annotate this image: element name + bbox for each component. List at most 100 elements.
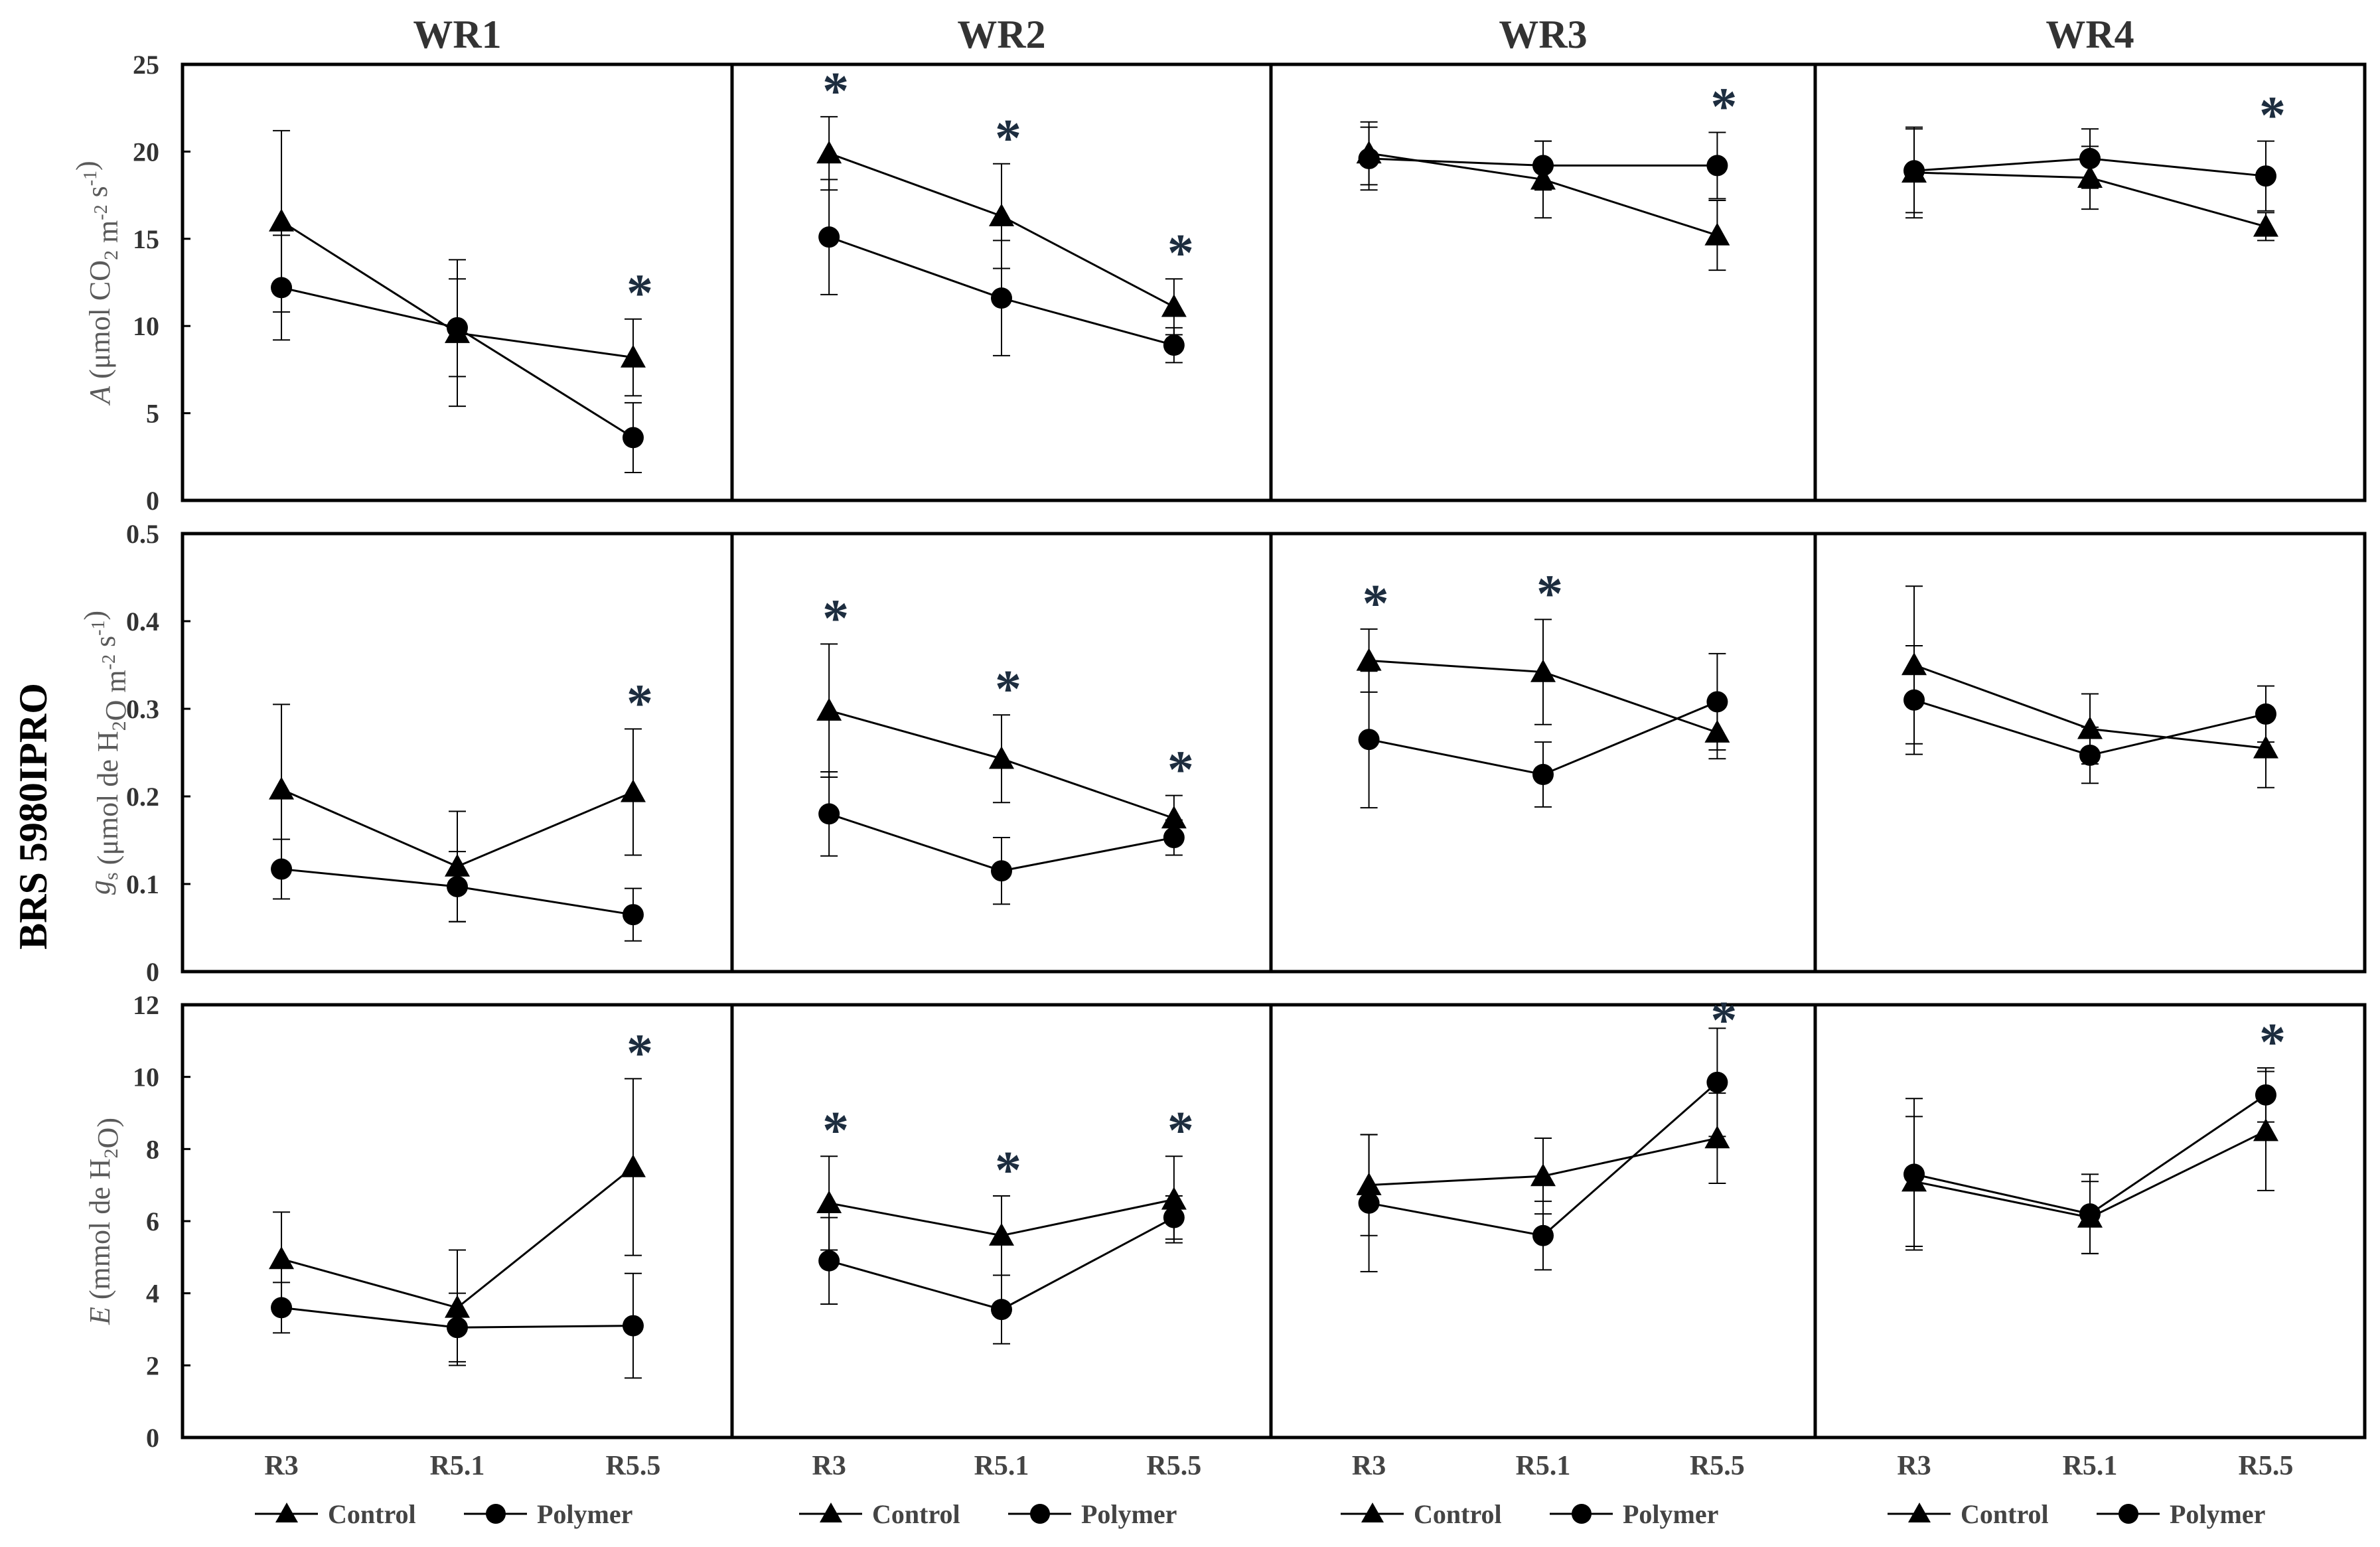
data-point-control [1530, 1163, 1556, 1187]
data-point-control [2253, 1118, 2278, 1142]
series-polymer [1903, 128, 2276, 214]
data-point-control [1161, 806, 1187, 829]
data-point-polymer [991, 287, 1012, 309]
legend: Control Polymer [1341, 1499, 1718, 1529]
data-point-polymer [2079, 1203, 2101, 1225]
y-label-part: (μmol CO [84, 260, 116, 386]
significance-asterisk: * [1167, 224, 1194, 283]
legend-marker-triangle-icon [1361, 1503, 1384, 1522]
y-label-part: s [100, 872, 122, 880]
significance-asterisk: * [822, 62, 849, 121]
y-tick-label: 12 [133, 990, 159, 1020]
legend-marker-circle-icon [486, 1504, 506, 1524]
y-label-part: s [89, 636, 121, 654]
y-tick-label: 6 [146, 1207, 159, 1236]
panel-frame [1813, 62, 2367, 502]
y-label-part: E [84, 1307, 116, 1325]
series-polymer [1358, 652, 1728, 809]
y-label-part: s [81, 186, 113, 204]
data-point-polymer [991, 860, 1012, 882]
data-point-polymer [447, 875, 468, 897]
series-polymer [1903, 644, 2276, 784]
data-point-polymer [1532, 764, 1554, 785]
x-tick-label: R3 [812, 1451, 846, 1481]
legend-label-polymer: Polymer [1081, 1499, 1177, 1529]
significance-asterisk: * [1167, 741, 1194, 800]
panel-wr2-row-3: * * * R3 R5.1 R5.5 Control Polymer [730, 1003, 1273, 1529]
x-tick-label: R5.5 [2239, 1451, 2294, 1481]
x-tick-label: R3 [1897, 1451, 1931, 1481]
data-point-polymer [271, 277, 293, 299]
data-point-polymer [622, 1315, 644, 1337]
x-tick-label: R5.1 [974, 1451, 1029, 1481]
data-point-polymer [447, 1317, 468, 1339]
data-point-control [1161, 294, 1187, 317]
y-label-part: 2 [100, 1148, 122, 1158]
y-tick-label: 8 [146, 1134, 159, 1164]
significance-asterisk: * [2259, 87, 2286, 145]
y-label-part: (μmol de H [92, 731, 124, 872]
legend-marker-triangle-icon [820, 1503, 842, 1522]
y-axis-label-row-1: A (μmol CO2 m-2 s-1) [70, 161, 124, 405]
data-point-control [1356, 648, 1382, 671]
legend-marker-triangle-icon [275, 1503, 298, 1522]
panel-wr1-row-2: * [181, 532, 734, 974]
significance-asterisk: * [995, 660, 1021, 719]
panel-wr4-row-1: * [1813, 62, 2367, 502]
y-tick-label: 5 [146, 399, 159, 429]
legend: Control Polymer [799, 1499, 1177, 1529]
legend-marker-circle-icon [2119, 1504, 2138, 1524]
data-point-polymer [271, 858, 293, 880]
data-point-polymer [447, 317, 468, 338]
y-tick-label: 0 [146, 1423, 159, 1453]
column-title-wr1: WR1 [413, 13, 501, 56]
data-point-control [620, 779, 646, 802]
data-point-polymer [1163, 1207, 1185, 1228]
legend-label-control: Control [1414, 1499, 1502, 1529]
legend-marker-triangle-icon [1908, 1503, 1931, 1522]
series-polymer [818, 771, 1185, 905]
data-point-control [620, 344, 646, 368]
y-axis-row-2: 00.10.20.30.40.5gs (μmol de H2O m-2 s-1) [78, 519, 190, 987]
data-point-control [2253, 735, 2278, 759]
y-tick-label: 10 [133, 311, 159, 341]
data-point-polymer [818, 803, 840, 825]
y-axis-label-row-3: E (mmol de H2O) [84, 1118, 124, 1325]
panel-wr3-row-1: * [1269, 62, 1817, 502]
y-tick-label: 0.5 [126, 519, 159, 549]
y-tick-label: 2 [146, 1351, 159, 1380]
data-point-polymer [2079, 744, 2101, 766]
legend-label-polymer: Polymer [537, 1499, 632, 1529]
data-point-polymer [2255, 165, 2276, 187]
data-point-polymer [1903, 689, 1925, 711]
legend-label-polymer: Polymer [1623, 1499, 1718, 1529]
series-polymer [1358, 126, 1728, 200]
y-label-part: -2 [99, 654, 119, 670]
y-label-part: 2 [100, 250, 122, 260]
y-tick-label: 0.1 [126, 869, 159, 899]
panel-frame [1813, 1003, 2367, 1439]
x-tick-label: R3 [1352, 1451, 1386, 1481]
data-point-polymer [1903, 160, 1925, 182]
series-control [816, 115, 1187, 336]
x-tick-label: R5.1 [430, 1451, 485, 1481]
column-title-wr4: WR4 [2045, 13, 2134, 56]
y-tick-label: 10 [133, 1063, 159, 1092]
side-label: BRS 5980IPRO [11, 683, 55, 950]
y-label-part: -1 [80, 171, 101, 186]
x-tick-label: R5.5 [1146, 1451, 1201, 1481]
series-polymer [818, 179, 1185, 364]
significance-asterisk: * [995, 1142, 1021, 1200]
significance-asterisk: * [1710, 78, 1737, 136]
data-point-control [816, 1190, 842, 1214]
data-point-control [620, 1154, 646, 1177]
data-point-polymer [1358, 1192, 1380, 1214]
data-point-control [1704, 222, 1730, 246]
y-label-part: O) [92, 1118, 124, 1148]
y-tick-label: 4 [146, 1279, 159, 1309]
data-point-polymer [622, 904, 644, 926]
significance-asterisk: * [995, 110, 1021, 168]
y-axis-row-3: 0 2 4 6 8 10 12 E (mmol de H2O) [84, 990, 190, 1453]
data-point-control [269, 776, 295, 800]
panel-frame [1813, 532, 2367, 974]
